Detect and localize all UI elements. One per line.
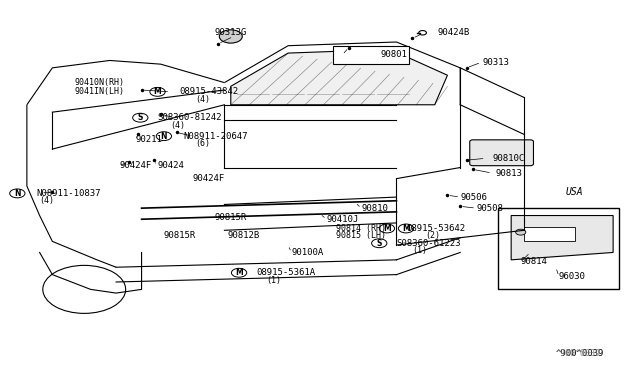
Text: (4): (4) bbox=[196, 95, 211, 104]
Polygon shape bbox=[511, 215, 613, 260]
Text: 90813: 90813 bbox=[495, 169, 522, 177]
Text: (1): (1) bbox=[412, 246, 428, 255]
Text: (2): (2) bbox=[425, 231, 440, 240]
Bar bbox=[524, 227, 575, 241]
Polygon shape bbox=[231, 49, 447, 105]
Text: 08915-53642: 08915-53642 bbox=[406, 224, 465, 233]
Text: ^900^0039: ^900^0039 bbox=[556, 350, 601, 359]
Text: 90814 (RH): 90814 (RH) bbox=[336, 224, 386, 233]
Text: S08360-81242: S08360-81242 bbox=[157, 113, 222, 122]
Text: 90506: 90506 bbox=[460, 193, 487, 202]
Text: (1): (1) bbox=[266, 276, 281, 285]
Text: (4): (4) bbox=[40, 196, 54, 205]
Text: 90814: 90814 bbox=[521, 257, 548, 266]
Text: (4): (4) bbox=[170, 121, 185, 129]
Text: N08911-10837: N08911-10837 bbox=[36, 189, 101, 198]
Bar bbox=[333, 46, 409, 64]
Text: S08360-61223: S08360-61223 bbox=[396, 239, 461, 248]
Text: 90815 (LH): 90815 (LH) bbox=[336, 231, 386, 240]
Text: USA: USA bbox=[565, 186, 583, 196]
Text: 90424F: 90424F bbox=[193, 174, 225, 183]
Text: 96030: 96030 bbox=[559, 272, 586, 281]
Text: 90810C: 90810C bbox=[492, 154, 524, 163]
Text: 90410N(RH): 90410N(RH) bbox=[75, 78, 125, 87]
Text: 90810: 90810 bbox=[362, 203, 388, 213]
Text: 9041IN(LH): 9041IN(LH) bbox=[75, 87, 125, 96]
Text: 90815R: 90815R bbox=[215, 213, 247, 222]
Text: 90424: 90424 bbox=[157, 161, 184, 170]
Text: M: M bbox=[154, 87, 161, 96]
Text: 08915-5361A: 08915-5361A bbox=[256, 268, 316, 277]
Bar bbox=[499, 208, 620, 289]
Text: N: N bbox=[161, 132, 167, 141]
Text: 90424B: 90424B bbox=[438, 28, 470, 37]
Text: 90410J: 90410J bbox=[326, 215, 358, 224]
Text: 90812B: 90812B bbox=[228, 231, 260, 240]
Text: M: M bbox=[383, 224, 391, 233]
Text: 90313: 90313 bbox=[483, 58, 509, 67]
Text: 90100A: 90100A bbox=[291, 248, 324, 257]
Text: M: M bbox=[402, 224, 410, 233]
Text: 90508: 90508 bbox=[476, 203, 503, 213]
Text: N: N bbox=[14, 189, 20, 198]
Text: S: S bbox=[138, 113, 143, 122]
Circle shape bbox=[516, 229, 526, 235]
Text: 90424F: 90424F bbox=[119, 161, 152, 170]
Text: S: S bbox=[376, 239, 382, 248]
FancyBboxPatch shape bbox=[470, 140, 534, 166]
Text: 90211: 90211 bbox=[135, 135, 162, 144]
Text: M: M bbox=[235, 268, 243, 277]
Text: ^900^0039: ^900^0039 bbox=[556, 350, 604, 359]
Text: 08915-43842: 08915-43842 bbox=[180, 87, 239, 96]
Text: 90815R: 90815R bbox=[164, 231, 196, 240]
Text: (6): (6) bbox=[196, 139, 211, 148]
Text: 90313G: 90313G bbox=[215, 28, 247, 37]
Circle shape bbox=[220, 30, 243, 43]
Text: N08911-20647: N08911-20647 bbox=[183, 132, 248, 141]
Text: 90801: 90801 bbox=[381, 51, 408, 60]
